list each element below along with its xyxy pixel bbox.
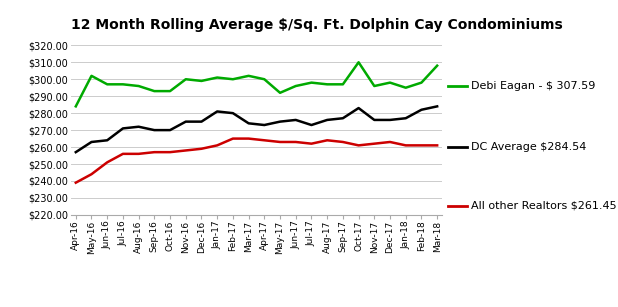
- Text: 12 Month Rolling Average $/Sq. Ft. Dolphin Cay Condominiums: 12 Month Rolling Average $/Sq. Ft. Dolph…: [71, 17, 563, 32]
- Text: Debi Eagan - $ 307.59: Debi Eagan - $ 307.59: [471, 81, 595, 91]
- Text: All other Realtors $261.45: All other Realtors $261.45: [471, 201, 617, 211]
- Text: DC Average $284.54: DC Average $284.54: [471, 142, 586, 152]
